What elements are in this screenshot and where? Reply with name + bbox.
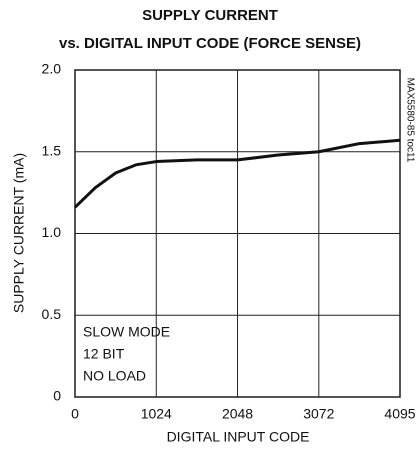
x-tick-label: 3072 (303, 406, 334, 422)
chart-title: vs. DIGITAL INPUT CODE (FORCE SENSE) (59, 35, 361, 52)
y-tick-label: 1.5 (42, 142, 62, 158)
side-note: MAX5580-85 toc11 (404, 78, 415, 163)
annotation: 12 BIT (83, 346, 125, 362)
x-tick-label: 1024 (141, 406, 172, 422)
data-line (73, 138, 401, 209)
y-tick-label: 2.0 (42, 61, 62, 77)
y-tick-label: 0.5 (42, 306, 62, 322)
y-tick-label: 1.0 (42, 224, 62, 240)
annotation: SLOW MODE (83, 324, 170, 340)
x-tick-label: 4095 (384, 406, 415, 422)
annotation: NO LOAD (83, 368, 146, 384)
chart-title: SUPPLY CURRENT (142, 7, 278, 24)
y-axis-label: SUPPLY CURRENT (mA) (11, 153, 27, 313)
x-axis-label: DIGITAL INPUT CODE (167, 429, 310, 445)
y-tick-label: 0 (53, 388, 61, 404)
x-tick-label: 2048 (222, 406, 253, 422)
x-tick-label: 0 (71, 406, 79, 422)
